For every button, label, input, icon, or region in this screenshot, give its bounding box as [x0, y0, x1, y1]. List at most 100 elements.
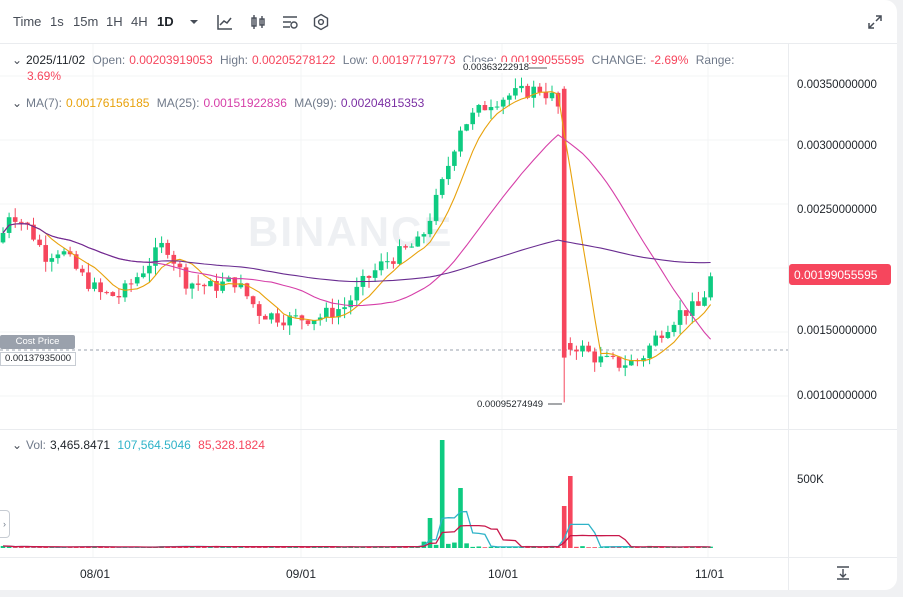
side-panel-toggle[interactable]: ›: [0, 510, 10, 538]
time-button[interactable]: Time: [13, 14, 42, 29]
candle-body: [702, 297, 707, 306]
candle-body: [500, 99, 506, 107]
indicator-settings-icon[interactable]: [281, 13, 299, 31]
volume-bar: [110, 547, 116, 548]
volume-bar: [683, 547, 689, 548]
interval-4h-button[interactable]: 4H: [131, 14, 148, 29]
candle-body: [598, 356, 604, 363]
price-axis-divider: [788, 44, 789, 590]
volume-bar: [653, 547, 658, 548]
volume-bar: [598, 547, 604, 548]
volume-bar: [19, 546, 24, 548]
chart-toolbar: Time 1s 15m 1H 4H 1D: [0, 0, 897, 44]
candle-body: [232, 277, 238, 288]
candle-body: [629, 360, 634, 366]
low-label: Low:: [342, 53, 369, 67]
volume-bar: [476, 546, 482, 548]
ma7-line: [2, 91, 712, 362]
candle-body: [98, 282, 103, 293]
change-label: CHANGE:: [591, 53, 647, 67]
candle-body: [494, 106, 500, 108]
candle-body: [134, 277, 140, 284]
collapse-volume-icon[interactable]: ⌄: [12, 438, 23, 452]
ma7-value: 0.00176156185: [66, 96, 150, 110]
candle-body: [293, 315, 299, 317]
candle-body: [464, 124, 469, 131]
volume-bar: [208, 547, 213, 548]
volume-bar: [629, 547, 634, 548]
volume-bar: [555, 547, 561, 548]
cost-price-value: 0.00137935000: [0, 352, 76, 366]
candle-body: [37, 239, 42, 246]
candle-body: [366, 275, 372, 278]
volume-bar: [586, 547, 591, 548]
ma7-label: MA(7):: [26, 96, 62, 110]
candle-body: [476, 105, 482, 113]
interval-1s-button[interactable]: 1s: [50, 14, 64, 29]
time-tick: 09/01: [286, 567, 317, 581]
chevron-down-icon[interactable]: [185, 13, 203, 31]
vol-label: Vol:: [26, 438, 47, 452]
candle-body: [165, 242, 170, 255]
volume-bar: [360, 547, 366, 548]
candle-body: [104, 292, 109, 294]
candle-body: [354, 286, 360, 301]
volume-bar: [568, 476, 573, 548]
volume-bar: [452, 542, 457, 548]
volume-bar: [433, 544, 439, 548]
candle-body: [561, 88, 567, 358]
volume-pane-divider: [0, 429, 897, 430]
low-value: 0.00197719773: [372, 53, 456, 67]
candle-body: [665, 332, 671, 338]
candle-body: [141, 273, 146, 278]
scroll-to-latest-icon[interactable]: [834, 564, 852, 582]
expand-icon[interactable]: [866, 13, 884, 31]
candle-body: [67, 251, 73, 255]
interval-15m-button[interactable]: 15m: [73, 14, 99, 29]
volume-bar: [250, 547, 256, 548]
interval-1d-button[interactable]: 1D: [157, 14, 174, 29]
candle-body: [513, 88, 518, 96]
collapse-ma-icon[interactable]: ⌄: [12, 96, 23, 110]
candle-body: [592, 351, 597, 363]
candle-body: [397, 246, 402, 264]
time-tick: 11/01: [695, 567, 725, 581]
candle-body: [409, 246, 414, 248]
volume-ma-long-line: [2, 524, 711, 548]
candlestick-icon[interactable]: [249, 13, 267, 31]
line-chart-icon[interactable]: [216, 13, 234, 31]
change-value: -2.69%: [650, 53, 689, 67]
volume-bar: [232, 546, 238, 548]
interval-1h-button[interactable]: 1H: [106, 14, 123, 29]
candle-body: [281, 322, 286, 326]
ma25-label: MA(25):: [156, 96, 200, 110]
ohlc-legend: ⌄ 2025/11/02 Open: 0.00203919053 High: 0.00…: [12, 53, 738, 67]
range-label: Range:: [695, 53, 735, 67]
candle-body: [519, 85, 524, 89]
ma99-line: [2, 223, 711, 283]
candle-body: [568, 343, 573, 350]
candle-body: [507, 95, 512, 100]
candle-body: [488, 107, 494, 111]
price-tick: 0.00150000000: [797, 325, 877, 337]
gear-icon[interactable]: [312, 13, 330, 31]
candle-body: [299, 315, 305, 321]
volume-bar: [6, 546, 12, 548]
cost-price-label: Cost Price: [0, 335, 75, 349]
candle-body: [385, 261, 390, 263]
vol-value: 3,465.8471: [50, 438, 111, 452]
volume-bar: [385, 547, 390, 548]
volume-bar: [574, 546, 579, 548]
candle-body: [336, 309, 341, 318]
candle-body: [92, 282, 97, 289]
candle-body: [86, 272, 91, 289]
candle-body: [415, 236, 421, 247]
candle-body: [604, 355, 610, 357]
ma25-line: [2, 134, 712, 340]
volume-bar: [415, 547, 421, 548]
collapse-ohlc-icon[interactable]: ⌄: [12, 53, 23, 67]
candle-body: [531, 86, 536, 98]
volume-bar: [202, 546, 207, 548]
candle-body: [317, 317, 323, 321]
